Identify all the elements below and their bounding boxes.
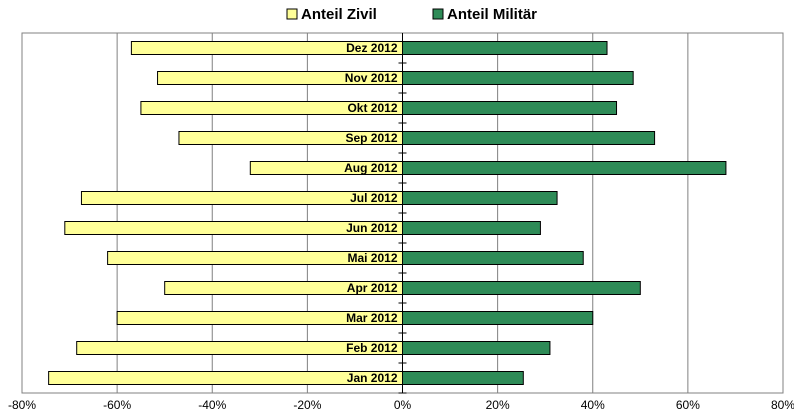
y-tick-label: Nov 2012 bbox=[345, 71, 398, 85]
x-tick-label: 60% bbox=[676, 398, 700, 412]
legend-label: Anteil Zivil bbox=[301, 6, 377, 23]
y-tick-label: Sep 2012 bbox=[345, 131, 397, 145]
bar bbox=[402, 71, 634, 85]
y-tick-label: Dez 2012 bbox=[346, 41, 398, 55]
y-tick-label: Apr 2012 bbox=[347, 281, 398, 295]
y-tick-label: Jan 2012 bbox=[347, 371, 398, 385]
y-tick-label: Mai 2012 bbox=[347, 251, 397, 265]
x-tick-label: 0% bbox=[394, 398, 412, 412]
y-tick-label: Mar 2012 bbox=[346, 311, 398, 325]
bar bbox=[402, 311, 594, 325]
y-tick-label: Feb 2012 bbox=[346, 341, 398, 355]
legend-swatch bbox=[432, 8, 444, 20]
y-tick-label: Aug 2012 bbox=[344, 161, 398, 175]
x-tick-label: -60% bbox=[103, 398, 131, 412]
y-tick-label: Okt 2012 bbox=[347, 101, 397, 115]
y-tick-label: Jun 2012 bbox=[346, 221, 398, 235]
y-tick-label: Jul 2012 bbox=[350, 191, 398, 205]
x-tick-label: 40% bbox=[581, 398, 605, 412]
x-tick-label: 20% bbox=[486, 398, 510, 412]
bar bbox=[402, 131, 656, 145]
x-tick-label: -80% bbox=[8, 398, 36, 412]
bar bbox=[402, 101, 618, 115]
bar bbox=[402, 341, 551, 355]
bar bbox=[402, 251, 584, 265]
x-tick-label: -40% bbox=[198, 398, 226, 412]
bar bbox=[402, 161, 727, 175]
x-tick-label: -20% bbox=[293, 398, 321, 412]
bar bbox=[402, 221, 541, 235]
bar bbox=[402, 371, 524, 385]
bar bbox=[402, 41, 608, 55]
bar bbox=[402, 281, 641, 295]
legend-swatch bbox=[286, 8, 298, 20]
x-tick-label: 80% bbox=[771, 398, 794, 412]
legend-label: Anteil Militär bbox=[447, 6, 537, 23]
bar bbox=[402, 191, 558, 205]
